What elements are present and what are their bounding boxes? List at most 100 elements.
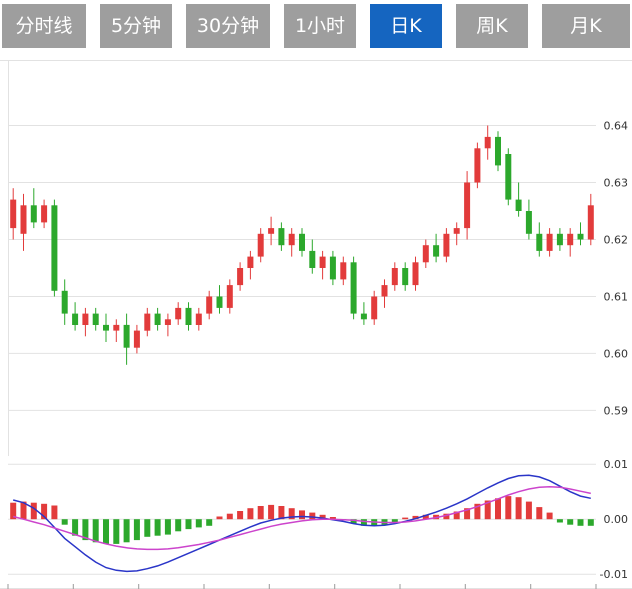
candle-body (61, 290, 68, 314)
candlestick-plot: 0.64 0.63 0.62 0.61 0.60 0.59 (0, 60, 632, 456)
macd-histogram-bar (92, 519, 99, 543)
macd-histogram-bar (412, 515, 419, 520)
macd-histogram-bar (587, 519, 594, 526)
candle-body (92, 313, 99, 325)
macd-histogram-bar (164, 519, 171, 535)
macd-dea-line (13, 486, 591, 551)
macd-dif-line (13, 474, 591, 573)
tab-time-line[interactable]: 分时线 (2, 4, 86, 48)
candle-body (495, 136, 501, 166)
tab-5min[interactable]: 5分钟 (100, 4, 172, 48)
candle-body (453, 228, 460, 234)
tab-monthly-k[interactable]: 月K (542, 4, 630, 48)
candlestick-price-chart[interactable]: 0.64 0.63 0.62 0.61 0.60 0.59 (0, 60, 632, 456)
macd-histogram-bar (525, 501, 532, 520)
candle-body (237, 268, 244, 286)
macd-histogram-bar (299, 510, 305, 520)
candle-body (164, 319, 171, 325)
candle-body (10, 199, 17, 229)
tab-30min[interactable]: 30分钟 (186, 4, 270, 48)
candle-body (278, 228, 285, 246)
candle-body (484, 136, 491, 149)
macd-histogram-bar (515, 497, 522, 520)
candle-body (577, 233, 584, 240)
macd-histogram-bar (61, 519, 68, 525)
price-axis-label: 0.63 (604, 177, 629, 190)
candle-body (113, 324, 120, 331)
macd-histogram-bar (144, 519, 151, 537)
macd-histogram-bar (319, 514, 326, 520)
candle-body (30, 205, 37, 223)
candle-body (309, 250, 316, 268)
macd-histogram-bar (41, 503, 48, 520)
macd-histogram-bar (329, 517, 336, 520)
macd-histogram-bar (51, 505, 58, 520)
macd-axis-label: -0.01 (600, 568, 628, 581)
candle-body (268, 228, 275, 234)
candle-body (216, 296, 223, 308)
candle-body (82, 313, 89, 325)
candle-body (433, 245, 440, 257)
macd-histogram-bar (195, 519, 202, 528)
tab-weekly-k[interactable]: 周K (456, 4, 528, 48)
macd-histogram-bar (268, 504, 275, 520)
macd-histogram-bar (247, 508, 254, 520)
macd-histogram-bar (402, 517, 409, 520)
candle-body (340, 262, 347, 280)
candle-body (175, 307, 182, 320)
candle-body (206, 296, 213, 314)
candle-body (505, 154, 512, 200)
candle-body (381, 285, 388, 297)
macd-histogram-bar (113, 519, 120, 544)
macd-histogram-bar (30, 502, 37, 520)
macd-histogram-bar (175, 519, 182, 532)
macd-histogram-bar (154, 519, 161, 536)
candle-body (288, 233, 295, 246)
macd-histogram-bar (556, 519, 563, 523)
macd-histogram-bar (567, 519, 574, 525)
macd-histogram-bar (226, 513, 233, 520)
candle-body (226, 285, 233, 308)
macd-histogram-bar (216, 516, 223, 520)
candle-body (51, 205, 58, 291)
macd-histogram-bar (20, 501, 27, 520)
price-axis-label: 0.61 (604, 291, 629, 304)
candle-body (515, 199, 522, 211)
timeframe-tabbar: 分时线 5分钟 30分钟 1小时 日K 周K 月K (0, 0, 632, 48)
candle-body (556, 233, 563, 246)
macd-axis-label: 0.01 (604, 458, 629, 471)
tab-1hour[interactable]: 1小时 (284, 4, 356, 48)
candle-body (587, 205, 594, 240)
macd-histogram-bar (103, 519, 109, 544)
macd-histogram-bar (82, 519, 89, 541)
macd-plot: 0.01 0.00 -0.01 (0, 458, 632, 589)
candle-body (371, 296, 378, 320)
price-axis-label: 0.64 (604, 120, 629, 133)
macd-histogram-bar (278, 506, 285, 520)
candle-body (319, 256, 326, 268)
macd-indicator-chart[interactable]: 0.01 0.00 -0.01 (0, 456, 632, 589)
candle-body (195, 313, 202, 325)
tab-daily-k[interactable]: 日K (370, 4, 442, 48)
macd-axis-label: 0.00 (604, 513, 629, 526)
macd-histogram-bar (505, 496, 512, 520)
macd-histogram-bar (577, 519, 584, 526)
macd-histogram-bar (309, 512, 316, 520)
candle-body (443, 233, 450, 257)
candle-body (154, 313, 161, 325)
macd-histogram-bar (453, 511, 460, 520)
candle-body (360, 313, 367, 320)
macd-histogram-bar (360, 519, 367, 526)
macd-histogram-bar (464, 508, 471, 520)
price-axis-label: 0.60 (604, 347, 629, 360)
candle-body (474, 148, 481, 183)
candle-body (329, 256, 336, 280)
macd-histogram-bar (546, 512, 553, 520)
macd-histogram-bar (350, 519, 357, 524)
macd-histogram-bar (123, 519, 130, 543)
candle-body (391, 268, 398, 286)
candle-body (133, 330, 140, 348)
candle-body (350, 262, 357, 314)
macd-histogram-bar (288, 508, 295, 520)
